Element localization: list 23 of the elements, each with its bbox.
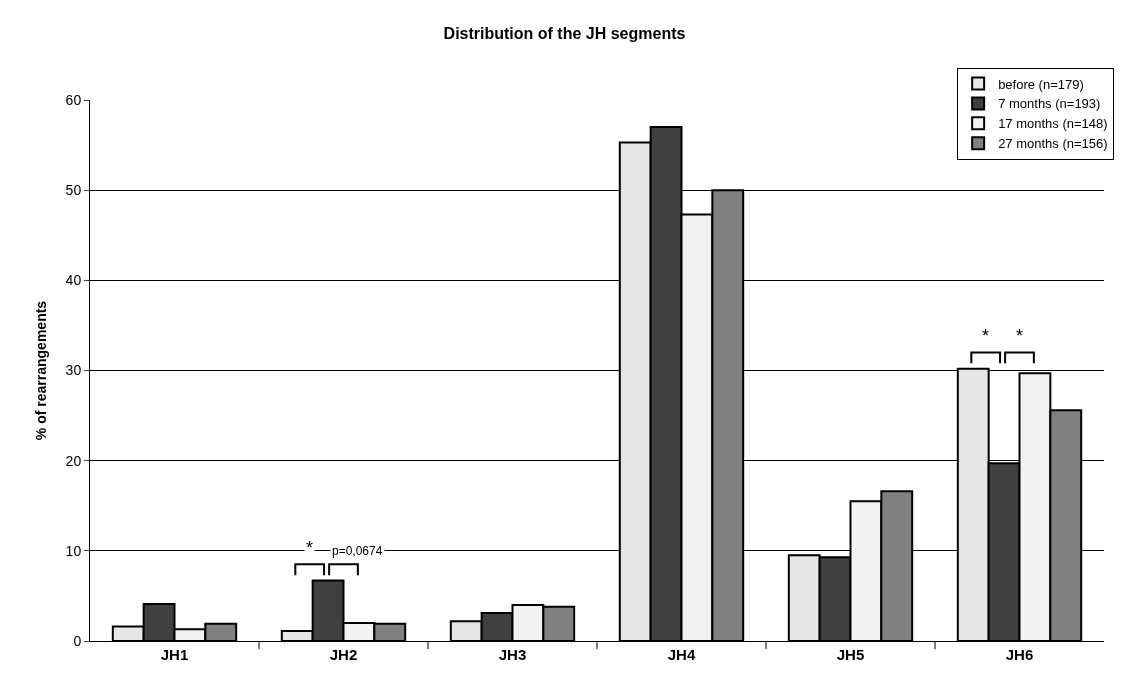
y-tick-label: 10: [65, 542, 82, 559]
annotation: p=0,0674: [332, 544, 383, 558]
annotation: *: [982, 326, 990, 346]
y-tick-label: 40: [65, 272, 82, 289]
legend-label: 7 months (n=193): [998, 96, 1101, 112]
y-tick-label: 0: [73, 632, 82, 649]
y-axis-title: % of rearrangements: [33, 300, 50, 441]
x-tick-label: JH3: [498, 646, 527, 663]
annotation: *: [306, 538, 314, 558]
chart-title: Distribution of the JH segments: [443, 24, 686, 42]
annotation: *: [1016, 326, 1024, 346]
x-tick-label: JH2: [329, 646, 358, 663]
y-tick-label: 20: [65, 452, 82, 469]
x-tick-label: JH6: [1005, 646, 1034, 663]
x-tick-label: JH1: [160, 646, 189, 663]
x-tick-label: JH4: [667, 646, 696, 663]
x-tick-label: JH5: [836, 646, 865, 663]
legend-label: before (n=179): [998, 76, 1084, 92]
legend-label: 17 months (n=148): [998, 116, 1108, 132]
y-tick-label: 60: [65, 91, 82, 108]
legend-label: 27 months (n=156): [998, 136, 1108, 152]
y-tick-label: 50: [65, 182, 82, 199]
y-tick-label: 30: [65, 362, 82, 379]
